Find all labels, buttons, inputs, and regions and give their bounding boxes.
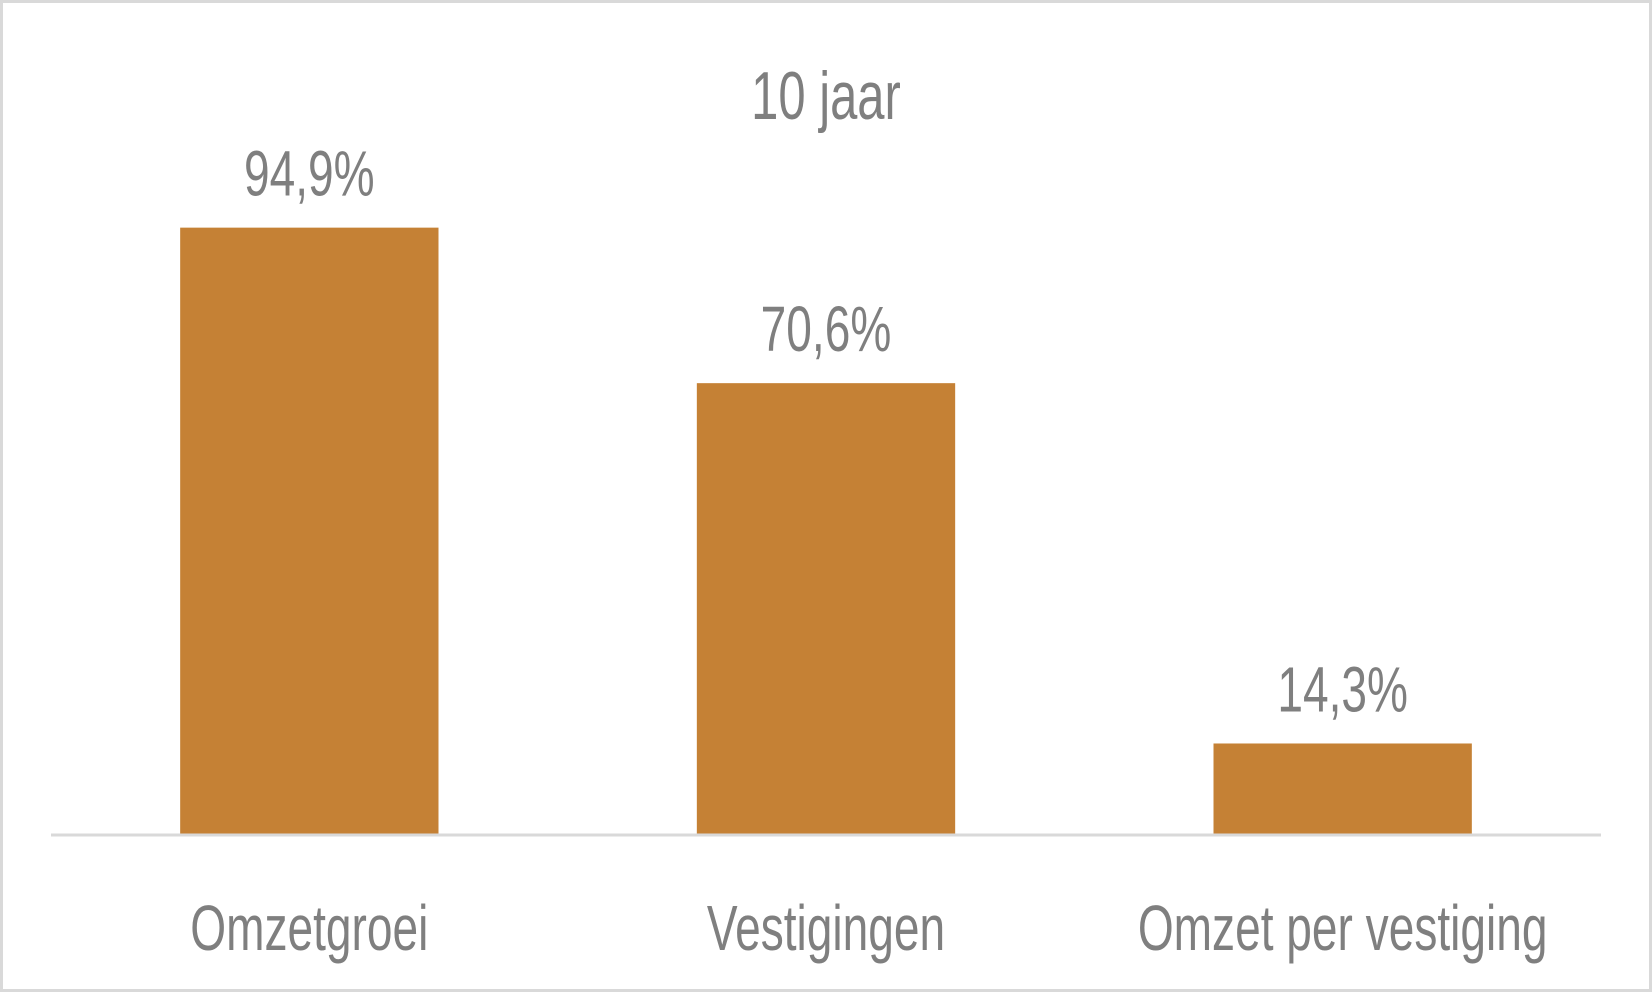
data-label-2: 70,6% (761, 294, 892, 365)
bar-chart: 10 jaar 94,9% Omzetgroei 70,6% Vestigingen 1… (51, 57, 1601, 964)
chart-title: 10 jaar (751, 57, 901, 134)
labels-layer: 94,9% Omzetgroei 70,6% Vestigingen 14,3% Omze… (190, 138, 1547, 964)
bar-3 (1213, 743, 1472, 835)
data-label-3: 14,3% (1277, 654, 1408, 725)
category-label-2: Vestigingen (707, 893, 945, 964)
data-label-1: 94,9% (244, 138, 375, 209)
bars-layer (180, 227, 1472, 835)
bar-2 (696, 383, 956, 835)
bar-1 (180, 227, 439, 835)
category-label-1: Omzetgroei (190, 893, 428, 964)
category-label-3: Omzet per vestiging (1138, 893, 1548, 964)
